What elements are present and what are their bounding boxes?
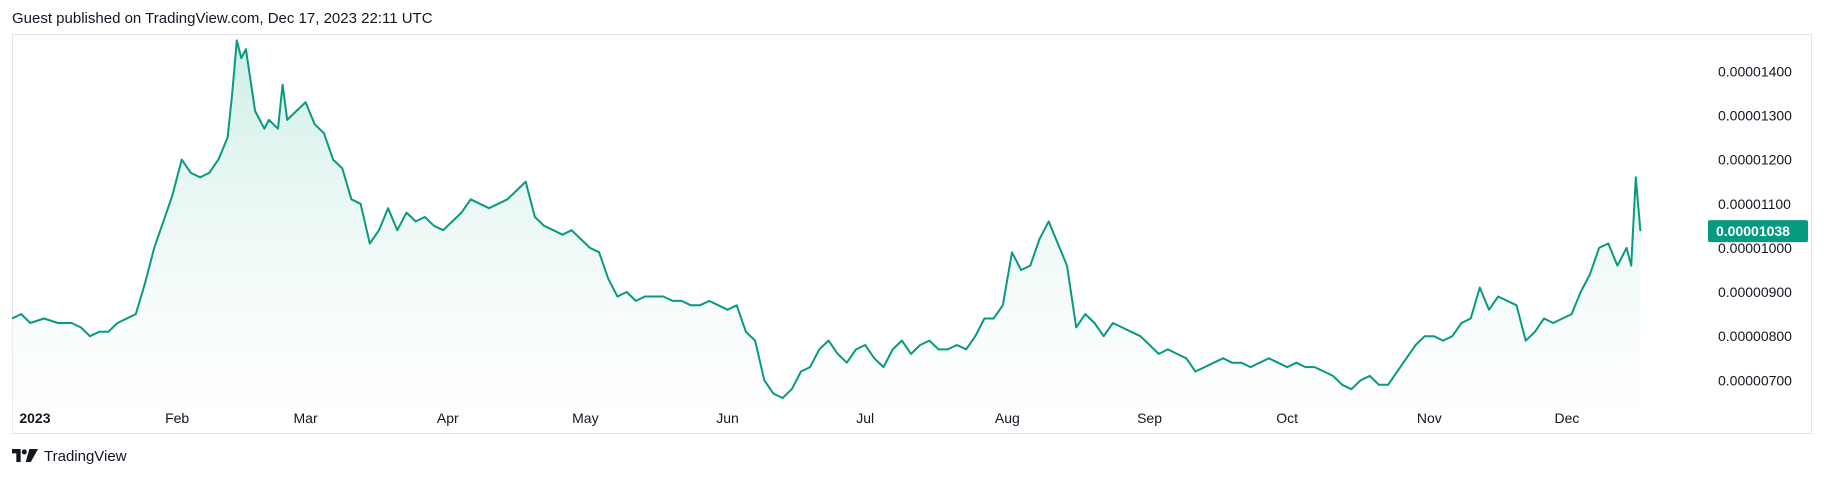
price-axis: 0.00001400 0.00001300 0.00001200 0.00001100… xyxy=(1718,63,1792,388)
plot-area xyxy=(11,39,1642,433)
y-tick-label: 0.00001200 xyxy=(1718,152,1792,168)
y-tick-label: 0.00000700 xyxy=(1718,372,1792,388)
x-tick-label: Dec xyxy=(1555,410,1580,426)
x-tick-label: Jun xyxy=(716,410,739,426)
y-tick-label: 0.00001400 xyxy=(1718,63,1792,79)
y-tick-label: 0.00000900 xyxy=(1718,284,1792,300)
last-price-badge-bg xyxy=(1708,220,1808,243)
x-tick-label: Jul xyxy=(856,410,874,426)
y-tick-label: 0.00001300 xyxy=(1718,107,1792,123)
tradingview-logo-icon xyxy=(12,448,38,462)
y-tick-label: 0.00000800 xyxy=(1718,328,1792,344)
chart-frame[interactable] xyxy=(12,34,1812,434)
x-tick-label: Mar xyxy=(294,410,318,426)
x-tick-label: Apr xyxy=(437,410,459,426)
last-price-badge: 0.00001038 xyxy=(1708,220,1808,243)
brand-name: TradingView xyxy=(44,448,127,465)
last-price-label: 0.00001038 xyxy=(1716,223,1790,239)
y-tick-label: 0.00001100 xyxy=(1718,196,1791,212)
published-info: Guest published on TradingView.com, Dec … xyxy=(12,10,433,27)
x-tick-label: Aug xyxy=(995,410,1020,426)
x-tick-label: Oct xyxy=(1276,410,1298,426)
x-tick-label: Sep xyxy=(1137,410,1162,426)
x-tick-label: Feb xyxy=(165,410,189,426)
footer: TradingView xyxy=(12,448,127,465)
x-tick-label: May xyxy=(572,410,598,426)
price-line[interactable] xyxy=(11,39,1642,399)
time-axis: 2023 Feb Mar Apr May Jun Jul Aug Sep Oct Nov Dec xyxy=(19,410,1579,426)
price-area-fill xyxy=(12,40,1641,433)
x-tick-label: 2023 xyxy=(19,410,50,426)
x-tick-label: Nov xyxy=(1417,410,1442,426)
y-tick-label: 0.00001000 xyxy=(1718,240,1792,256)
